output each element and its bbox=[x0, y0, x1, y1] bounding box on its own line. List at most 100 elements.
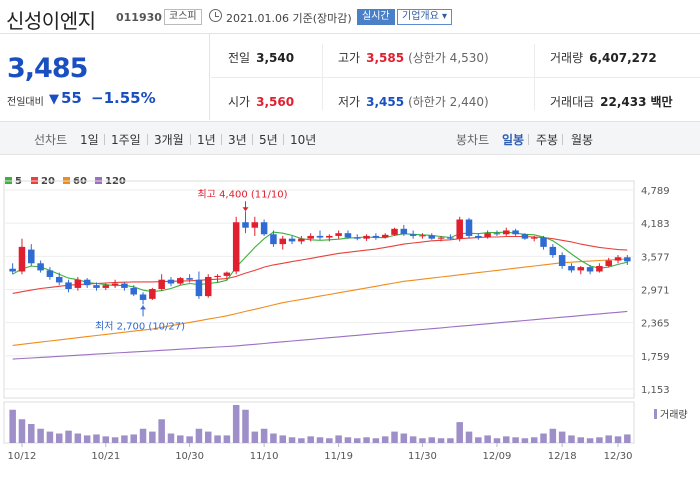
volume-bar bbox=[326, 438, 333, 443]
candle-body bbox=[475, 235, 482, 238]
price-panel: 3,485 전일대비 ▼ 55 −1.55% bbox=[0, 34, 210, 120]
volume-bar bbox=[251, 431, 259, 443]
candle-body bbox=[232, 222, 240, 272]
tab-daily[interactable]: 일봉 bbox=[502, 133, 525, 147]
volume-bar bbox=[372, 438, 380, 443]
volume-bar bbox=[465, 431, 473, 443]
candle-body bbox=[195, 279, 203, 297]
candle-body bbox=[512, 230, 519, 235]
volume-bar bbox=[475, 437, 482, 443]
volume-bar bbox=[111, 437, 119, 443]
stock-code: 011930 bbox=[116, 11, 162, 24]
candle-body bbox=[493, 233, 501, 235]
candle-body bbox=[577, 267, 585, 271]
candle-body bbox=[204, 276, 212, 297]
candle-body bbox=[316, 235, 324, 238]
volume-legend: 거래량 bbox=[654, 406, 688, 421]
candle-body bbox=[447, 237, 454, 239]
candle-body bbox=[586, 267, 594, 272]
tab-separator bbox=[147, 134, 148, 145]
volume-bar bbox=[260, 428, 268, 443]
candle-body bbox=[614, 257, 622, 261]
x-tick-label: 10/12 bbox=[8, 451, 37, 462]
candle-body bbox=[242, 222, 249, 228]
candle-body bbox=[55, 276, 63, 283]
x-tick-label: 10/30 bbox=[175, 451, 204, 462]
candle-body bbox=[372, 235, 380, 238]
price-change: 55 bbox=[61, 89, 82, 107]
volume-bar bbox=[540, 433, 547, 443]
candle-chart-label: 봉차트 bbox=[456, 133, 490, 147]
candle-body bbox=[214, 275, 221, 277]
tab-separator bbox=[283, 134, 284, 145]
volume-bar bbox=[512, 437, 519, 443]
volume-bar bbox=[335, 435, 342, 443]
y-tick-label: 4,789 bbox=[641, 186, 670, 197]
volume-bar bbox=[484, 435, 491, 443]
candle-body bbox=[270, 234, 277, 245]
candle-body bbox=[130, 287, 137, 295]
stat-label: 전일 bbox=[228, 51, 251, 65]
y-tick-label: 4,183 bbox=[641, 219, 670, 230]
candle-body bbox=[540, 237, 547, 247]
candle-body bbox=[437, 237, 445, 239]
stock-chart[interactable]: 4,789 4,183 3,577 2,971 2,365 1,759 1,153 10/12… bbox=[0, 156, 700, 483]
candle-body bbox=[121, 283, 128, 288]
tab-separator bbox=[252, 134, 253, 145]
candle-body bbox=[409, 234, 417, 236]
x-tick-label: 11/10 bbox=[250, 451, 279, 462]
line-chart-label: 선차트 bbox=[34, 133, 68, 147]
x-tick-label: 10/21 bbox=[91, 451, 120, 462]
candle-body bbox=[46, 270, 54, 277]
volume-bar bbox=[270, 433, 277, 443]
company-info-dropdown[interactable]: 기업개요 ▾ bbox=[397, 9, 452, 25]
tab-1y[interactable]: 1년 bbox=[197, 133, 216, 147]
stat-sub: (상한가 4,530) bbox=[408, 51, 489, 65]
candle-body bbox=[186, 278, 193, 280]
candle-body bbox=[326, 235, 333, 238]
volume-bar bbox=[568, 435, 575, 443]
tab-weekly[interactable]: 주봉 bbox=[536, 133, 559, 147]
stat-value: 3,585 bbox=[366, 51, 405, 65]
candle-body bbox=[37, 263, 44, 271]
volume-bar bbox=[204, 431, 212, 443]
candle-body bbox=[465, 219, 473, 236]
tab-monthly[interactable]: 월봉 bbox=[571, 133, 594, 147]
tab-10y[interactable]: 10년 bbox=[290, 133, 317, 147]
x-tick-label: 12/09 bbox=[483, 451, 512, 462]
tab-3y[interactable]: 3년 bbox=[228, 133, 247, 147]
stat-volume: 거래량 6,407,272 bbox=[550, 49, 657, 66]
tab-3m[interactable]: 3개월 bbox=[154, 133, 184, 147]
x-tick-label: 11/19 bbox=[324, 451, 353, 462]
stat-label: 시가 bbox=[228, 95, 251, 109]
tab-5y[interactable]: 5년 bbox=[259, 133, 278, 147]
volume-bar bbox=[167, 433, 175, 443]
stat-value: 22,433 bbox=[600, 95, 647, 109]
volume-bar bbox=[149, 431, 156, 443]
tab-1w[interactable]: 1주일 bbox=[111, 133, 141, 147]
stat-amount: 거래대금 22,433 백만 bbox=[550, 93, 673, 110]
tab-1d[interactable]: 1일 bbox=[80, 133, 99, 147]
realtime-button[interactable]: 실시간 bbox=[357, 9, 395, 25]
candle-body bbox=[74, 279, 82, 288]
tab-separator bbox=[562, 134, 563, 145]
market-badge: 코스피 bbox=[164, 9, 202, 25]
candle-body bbox=[167, 279, 175, 284]
volume-bar bbox=[9, 409, 16, 443]
candle-body bbox=[400, 228, 408, 235]
candle-body bbox=[363, 235, 370, 239]
y-tick-label: 2,365 bbox=[641, 319, 670, 330]
candle-body bbox=[596, 266, 603, 272]
stat-unit: 백만 bbox=[650, 95, 673, 109]
volume-bar bbox=[186, 436, 193, 443]
volume-bar bbox=[102, 436, 110, 443]
candle-body bbox=[558, 255, 566, 267]
candle-body bbox=[177, 278, 184, 284]
low-annotation: 최저 2,700 (10/27) bbox=[95, 320, 185, 332]
stats-separator bbox=[322, 44, 323, 110]
volume-bar bbox=[577, 437, 585, 443]
stat-value: 3,560 bbox=[256, 95, 295, 109]
candle-body bbox=[9, 268, 16, 272]
volume-bar bbox=[121, 435, 128, 443]
volume-bar bbox=[28, 424, 35, 443]
